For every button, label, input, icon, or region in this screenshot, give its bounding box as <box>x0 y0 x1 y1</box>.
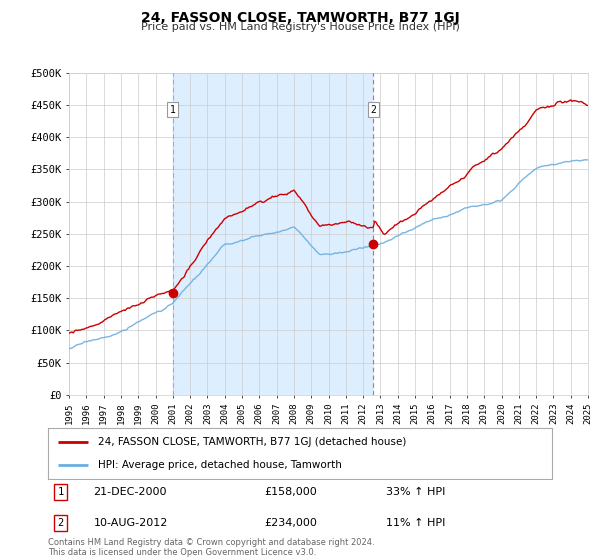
Text: Price paid vs. HM Land Registry's House Price Index (HPI): Price paid vs. HM Land Registry's House … <box>140 22 460 32</box>
Text: 21-DEC-2000: 21-DEC-2000 <box>94 487 167 497</box>
Text: 24, FASSON CLOSE, TAMWORTH, B77 1GJ: 24, FASSON CLOSE, TAMWORTH, B77 1GJ <box>140 11 460 25</box>
Text: 2: 2 <box>371 105 376 115</box>
Text: 2: 2 <box>58 518 64 528</box>
Text: 24, FASSON CLOSE, TAMWORTH, B77 1GJ (detached house): 24, FASSON CLOSE, TAMWORTH, B77 1GJ (det… <box>98 437 407 447</box>
Text: 1: 1 <box>58 487 64 497</box>
Text: HPI: Average price, detached house, Tamworth: HPI: Average price, detached house, Tamw… <box>98 460 342 470</box>
Text: £234,000: £234,000 <box>265 518 317 528</box>
Text: £158,000: £158,000 <box>265 487 317 497</box>
Text: 11% ↑ HPI: 11% ↑ HPI <box>386 518 445 528</box>
Text: Contains HM Land Registry data © Crown copyright and database right 2024.
This d: Contains HM Land Registry data © Crown c… <box>48 538 374 557</box>
Bar <box>173 73 373 395</box>
Text: 10-AUG-2012: 10-AUG-2012 <box>94 518 168 528</box>
Text: 33% ↑ HPI: 33% ↑ HPI <box>386 487 445 497</box>
Text: 1: 1 <box>170 105 176 115</box>
